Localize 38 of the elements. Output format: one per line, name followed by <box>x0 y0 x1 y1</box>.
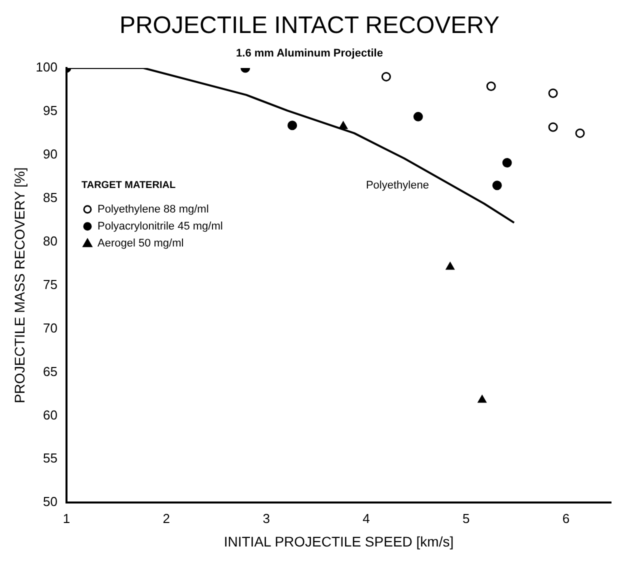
point <box>413 112 423 122</box>
x-tick-label: 4 <box>362 510 370 526</box>
point <box>575 128 585 138</box>
y-tick-label: 85 <box>43 190 58 205</box>
point <box>478 395 486 403</box>
y-tick-label: 65 <box>43 364 58 379</box>
x-tick-label: 2 <box>162 510 170 526</box>
y-tick-label: 70 <box>43 320 58 336</box>
chart-subtitle: 1.6 mm Aluminum Projectile <box>236 47 383 60</box>
x-tick-label: 3 <box>262 510 270 526</box>
x-tick-label: 6 <box>562 510 570 526</box>
annotation: Polyethylene <box>366 179 429 192</box>
legend-label: Aerogel 50 mg/ml <box>97 237 184 250</box>
y-tick-label: 60 <box>43 407 58 422</box>
x-tick-label: 5 <box>462 510 470 526</box>
legend-label: Polyacrylonitrile 45 mg/ml <box>97 220 223 232</box>
point <box>502 158 512 168</box>
point <box>288 120 298 130</box>
y-axis-title: PROJECTILE MASS RECOVERY [%] <box>11 167 28 404</box>
y-tick-label: 100 <box>36 60 58 75</box>
y-tick-label: 50 <box>43 494 58 510</box>
point <box>492 180 502 190</box>
point <box>381 72 391 82</box>
legend-label: Polyethylene 88 mg/ml <box>97 203 209 216</box>
x-axis-title: INITIAL PROJECTILE SPEED [km/s] <box>224 533 454 550</box>
y-tick-label: 55 <box>43 450 58 466</box>
point <box>339 121 348 129</box>
point <box>446 262 454 270</box>
y-tick-label: 80 <box>43 233 58 248</box>
legend-title: TARGET MATERIAL <box>81 180 176 192</box>
point <box>486 82 496 92</box>
y-tick-label: 75 <box>43 276 58 292</box>
point <box>548 122 558 132</box>
y-tick-label: 90 <box>43 146 58 162</box>
x-tick-label: 1 <box>62 510 70 526</box>
chart-title: PROJECTILE INTACT RECOVERY <box>119 12 500 40</box>
point <box>548 88 558 98</box>
y-tick-label: 95 <box>43 103 58 118</box>
